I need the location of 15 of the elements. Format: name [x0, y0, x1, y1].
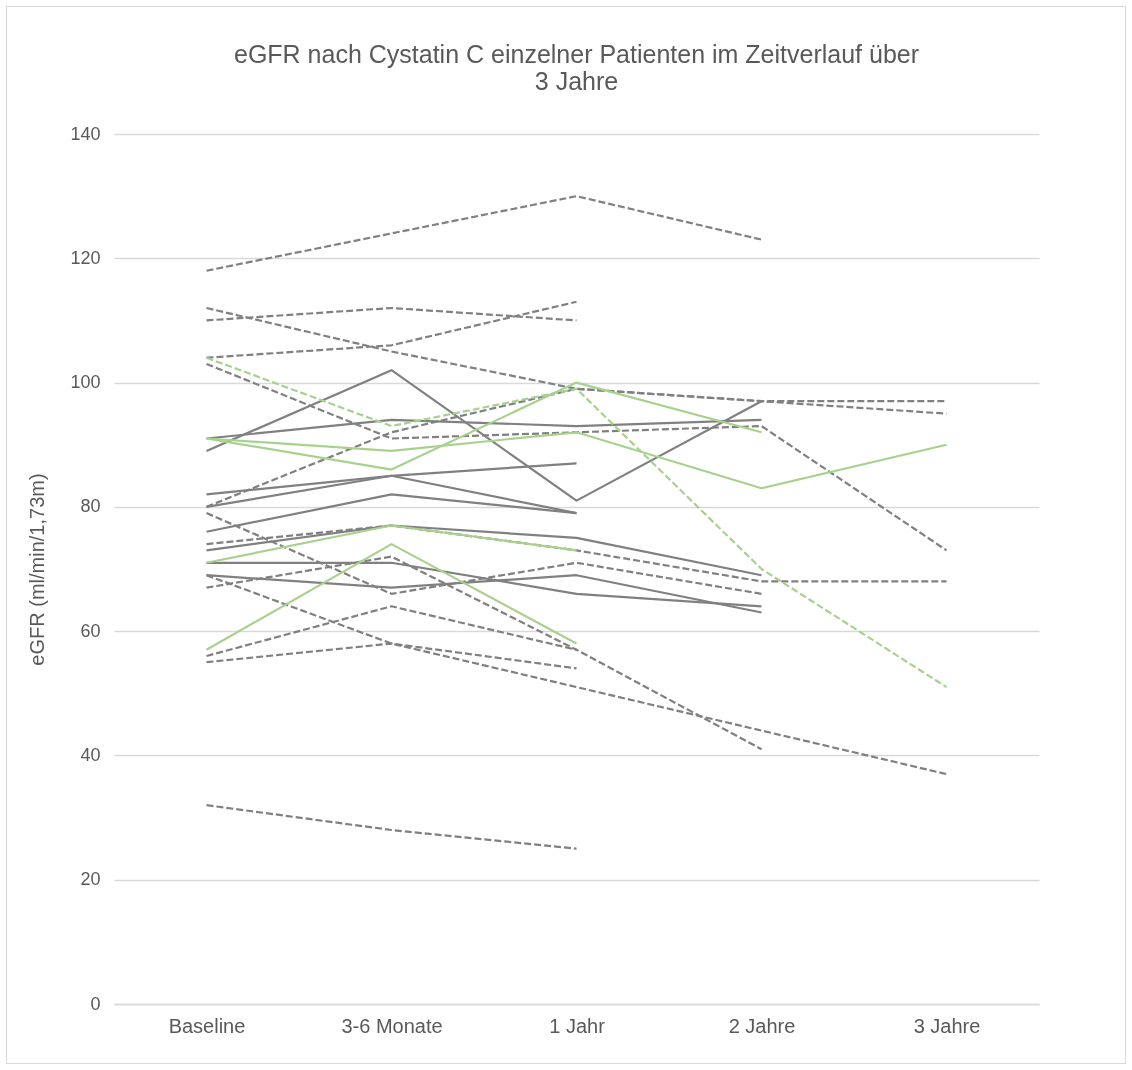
x-tick-label: 1 Jahr	[549, 1014, 606, 1037]
chart-title: eGFR nach Cystatin C einzelner Patienten im Zeitverlauf über 3 Jahre	[233, 40, 920, 95]
y-tick-label: 80	[80, 496, 101, 517]
y-tick-label: 60	[80, 620, 101, 641]
y-tick-label: 120	[70, 247, 101, 268]
x-tick-label: 3 Jahre	[913, 1014, 981, 1037]
y-tick-label: 40	[80, 744, 101, 765]
x-tick-label: 2 Jahre	[728, 1014, 796, 1037]
y-axis-title: eGFR (ml/min/1,73m)	[26, 473, 49, 666]
y-tick-label: 0	[90, 993, 101, 1014]
y-tick-label: 100	[70, 372, 101, 393]
x-tick-label: 3-6 Monate	[341, 1014, 443, 1037]
y-tick-label: 140	[70, 123, 101, 144]
y-tick-label: 20	[80, 869, 101, 890]
x-tick-label: Baseline	[168, 1014, 246, 1037]
